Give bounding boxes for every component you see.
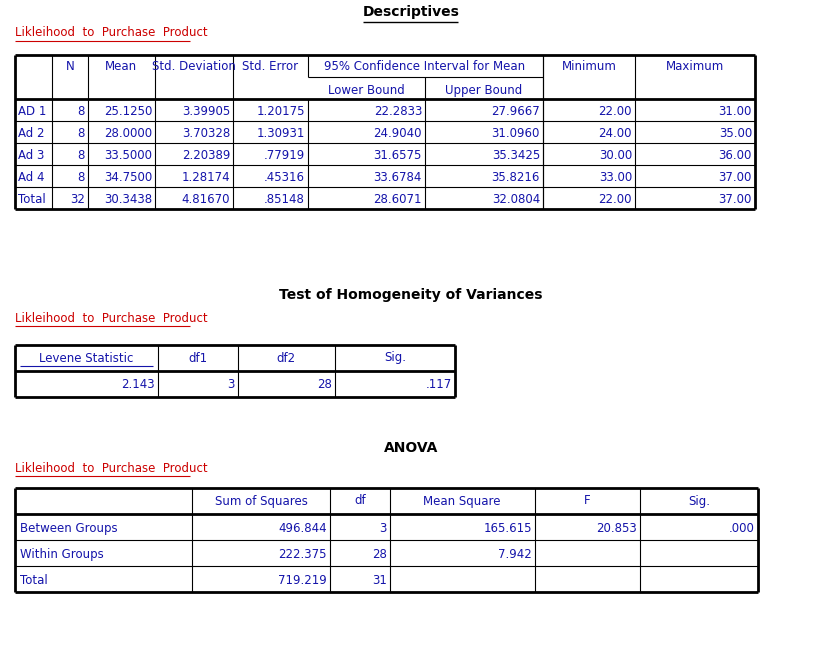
Text: 35.3425: 35.3425: [492, 149, 540, 162]
Text: 37.00: 37.00: [718, 170, 752, 183]
Text: Ad 3: Ad 3: [18, 149, 44, 162]
Text: .45316: .45316: [264, 170, 305, 183]
Text: .000: .000: [729, 522, 755, 534]
Text: ANOVA: ANOVA: [384, 441, 438, 455]
Text: 37.00: 37.00: [718, 193, 752, 206]
Text: Likleihood  to  Purchase  Product: Likleihood to Purchase Product: [15, 462, 208, 474]
Text: df2: df2: [276, 352, 296, 364]
Text: 33.6784: 33.6784: [374, 170, 422, 183]
Text: 31.00: 31.00: [718, 105, 752, 118]
Text: df1: df1: [188, 352, 208, 364]
Text: 3: 3: [228, 377, 235, 390]
Text: 27.9667: 27.9667: [492, 105, 540, 118]
Text: Within Groups: Within Groups: [20, 548, 104, 561]
Text: 35.00: 35.00: [718, 126, 752, 140]
Text: Std. Deviation: Std. Deviation: [152, 60, 236, 73]
Text: Descriptives: Descriptives: [363, 5, 459, 19]
Text: 28: 28: [317, 377, 332, 390]
Text: 24.00: 24.00: [598, 126, 632, 140]
Text: Std. Error: Std. Error: [242, 60, 298, 73]
Text: 3.70328: 3.70328: [182, 126, 230, 140]
Text: 95% Confidence Interval for Mean: 95% Confidence Interval for Mean: [325, 60, 525, 73]
Text: 496.844: 496.844: [279, 522, 327, 534]
Text: 31.0960: 31.0960: [492, 126, 540, 140]
Text: 24.9040: 24.9040: [373, 126, 422, 140]
Text: Sum of Squares: Sum of Squares: [215, 495, 307, 508]
Text: 8: 8: [77, 105, 85, 118]
Text: 30.00: 30.00: [598, 149, 632, 162]
Text: 22.00: 22.00: [598, 105, 632, 118]
Text: Ad 2: Ad 2: [18, 126, 44, 140]
Text: Sig.: Sig.: [688, 495, 710, 508]
Text: 222.375: 222.375: [279, 548, 327, 561]
Text: 36.00: 36.00: [718, 149, 752, 162]
Text: Ad 4: Ad 4: [18, 170, 44, 183]
Text: N: N: [66, 60, 74, 73]
Text: Sig.: Sig.: [384, 352, 406, 364]
Text: Maximum: Maximum: [666, 60, 724, 73]
Text: 4.81670: 4.81670: [182, 193, 230, 206]
Text: 25.1250: 25.1250: [104, 105, 152, 118]
Text: 1.28174: 1.28174: [182, 170, 230, 183]
Text: 30.3438: 30.3438: [104, 193, 152, 206]
Text: Likleihood  to  Purchase  Product: Likleihood to Purchase Product: [15, 26, 208, 39]
Text: Upper Bound: Upper Bound: [446, 84, 523, 97]
Text: 33.5000: 33.5000: [104, 149, 152, 162]
Text: 719.219: 719.219: [279, 574, 327, 587]
Text: 28: 28: [372, 548, 387, 561]
Text: AD 1: AD 1: [18, 105, 46, 118]
Text: 22.2833: 22.2833: [374, 105, 422, 118]
Text: 34.7500: 34.7500: [104, 170, 152, 183]
Text: .85148: .85148: [264, 193, 305, 206]
Text: 20.853: 20.853: [596, 522, 637, 534]
Text: 3: 3: [380, 522, 387, 534]
Text: 35.8216: 35.8216: [492, 170, 540, 183]
Text: 28.0000: 28.0000: [104, 126, 152, 140]
Text: F: F: [584, 495, 590, 508]
Text: 2.143: 2.143: [122, 377, 155, 390]
Text: 1.30931: 1.30931: [256, 126, 305, 140]
Text: Lower Bound: Lower Bound: [328, 84, 404, 97]
Text: 8: 8: [77, 149, 85, 162]
Text: 8: 8: [77, 170, 85, 183]
Text: Levene Statistic: Levene Statistic: [39, 352, 133, 364]
Text: 31.6575: 31.6575: [374, 149, 422, 162]
Text: 32: 32: [70, 193, 85, 206]
Text: Test of Homogeneity of Variances: Test of Homogeneity of Variances: [279, 288, 543, 302]
Text: 32.0804: 32.0804: [492, 193, 540, 206]
Text: 33.00: 33.00: [598, 170, 632, 183]
Text: Between Groups: Between Groups: [20, 522, 118, 534]
Text: 2.20389: 2.20389: [182, 149, 230, 162]
Text: 31: 31: [372, 574, 387, 587]
Text: 28.6071: 28.6071: [373, 193, 422, 206]
Text: 7.942: 7.942: [498, 548, 532, 561]
Text: Minimum: Minimum: [561, 60, 616, 73]
Text: Total: Total: [18, 193, 46, 206]
Text: .117: .117: [426, 377, 452, 390]
Text: 165.615: 165.615: [483, 522, 532, 534]
Text: .77919: .77919: [264, 149, 305, 162]
Text: 1.20175: 1.20175: [256, 105, 305, 118]
Text: 8: 8: [77, 126, 85, 140]
Text: df: df: [354, 495, 366, 508]
Text: Mean Square: Mean Square: [423, 495, 501, 508]
Text: Mean: Mean: [105, 60, 137, 73]
Text: 22.00: 22.00: [598, 193, 632, 206]
Text: 3.39905: 3.39905: [182, 105, 230, 118]
Text: Total: Total: [20, 574, 48, 587]
Text: Likleihood  to  Purchase  Product: Likleihood to Purchase Product: [15, 312, 208, 324]
